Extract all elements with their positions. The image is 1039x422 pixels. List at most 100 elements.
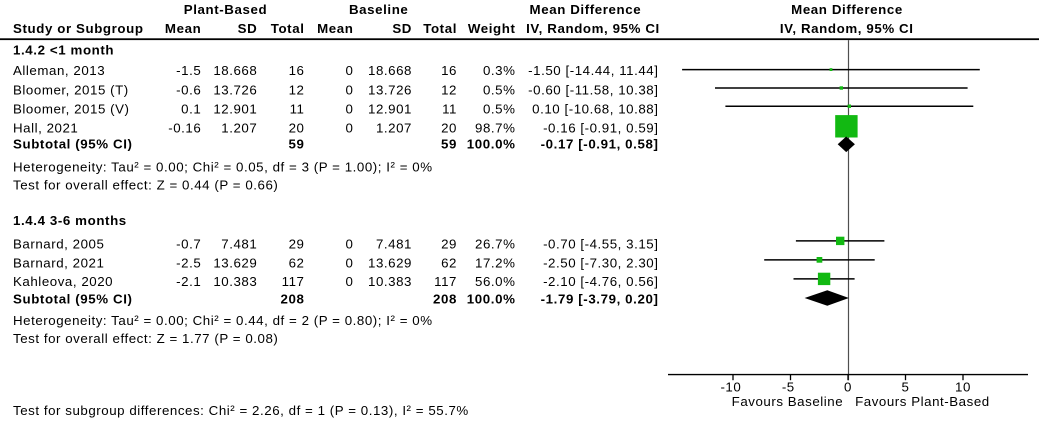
svg-text:Favours Baseline: Favours Baseline: [732, 394, 844, 409]
svg-text:Barnard, 2021: Barnard, 2021: [13, 255, 104, 270]
svg-text:Test for overall effect: Z = 0: Test for overall effect: Z = 0.44 (P = 0…: [13, 177, 278, 192]
svg-text:SD: SD: [238, 21, 258, 36]
svg-text:10.383: 10.383: [213, 274, 257, 289]
svg-text:Bloomer, 2015 (V): Bloomer, 2015 (V): [13, 102, 130, 117]
svg-text:18.668: 18.668: [213, 63, 257, 78]
svg-text:Study or Subgroup: Study or Subgroup: [13, 21, 144, 36]
svg-text:26.7%: 26.7%: [475, 237, 515, 252]
svg-text:11: 11: [290, 102, 305, 117]
svg-text:59: 59: [441, 136, 457, 151]
svg-text:Heterogeneity: Tau² = 0.00; Ch: Heterogeneity: Tau² = 0.00; Chi² = 0.44,…: [13, 313, 433, 328]
svg-text:Total: Total: [423, 21, 457, 36]
svg-text:0: 0: [346, 255, 354, 270]
svg-text:13.726: 13.726: [213, 83, 257, 98]
svg-text:0.10 [-10.68, 10.88]: 0.10 [-10.68, 10.88]: [532, 102, 658, 117]
svg-text:1.4.2 <1 month: 1.4.2 <1 month: [13, 43, 114, 58]
svg-text:56.0%: 56.0%: [475, 274, 515, 289]
svg-text:SD: SD: [392, 21, 412, 36]
svg-text:98.7%: 98.7%: [475, 120, 515, 135]
svg-text:20: 20: [289, 120, 305, 135]
svg-text:29: 29: [441, 237, 457, 252]
svg-text:-1.79 [-3.79, 0.20]: -1.79 [-3.79, 0.20]: [541, 291, 659, 306]
svg-text:1.207: 1.207: [376, 120, 412, 135]
svg-text:-2.50 [-7.30, 2.30]: -2.50 [-7.30, 2.30]: [543, 255, 658, 270]
svg-text:0.5%: 0.5%: [483, 83, 516, 98]
svg-text:Subtotal (95% CI): Subtotal (95% CI): [13, 291, 133, 306]
svg-text:-1.50 [-14.44, 11.44]: -1.50 [-14.44, 11.44]: [528, 63, 658, 78]
svg-text:-0.17 [-0.91, 0.58]: -0.17 [-0.91, 0.58]: [541, 136, 659, 151]
svg-text:Weight: Weight: [468, 21, 516, 36]
svg-text:10.383: 10.383: [368, 274, 412, 289]
svg-text:-0.16 [-0.91, 0.59]: -0.16 [-0.91, 0.59]: [543, 120, 658, 135]
svg-text:12.901: 12.901: [368, 102, 412, 117]
svg-text:0: 0: [346, 237, 354, 252]
svg-text:0: 0: [844, 379, 852, 394]
svg-text:Test for overall effect: Z = 1: Test for overall effect: Z = 1.77 (P = 0…: [13, 331, 278, 346]
svg-text:Subtotal (95% CI): Subtotal (95% CI): [13, 136, 133, 151]
svg-text:-5: -5: [782, 379, 795, 394]
svg-text:208: 208: [433, 291, 457, 306]
svg-text:0: 0: [346, 274, 354, 289]
svg-text:-0.70 [-4.55, 3.15]: -0.70 [-4.55, 3.15]: [543, 237, 658, 252]
svg-text:13.726: 13.726: [368, 83, 412, 98]
svg-text:-0.6: -0.6: [176, 83, 201, 98]
svg-text:5: 5: [902, 379, 910, 394]
svg-text:-0.60 [-11.58, 10.38]: -0.60 [-11.58, 10.38]: [528, 83, 658, 98]
svg-text:16: 16: [441, 63, 457, 78]
svg-text:Mean Difference: Mean Difference: [791, 2, 903, 17]
svg-text:100.0%: 100.0%: [467, 136, 516, 151]
svg-text:0.3%: 0.3%: [483, 63, 516, 78]
svg-text:100.0%: 100.0%: [467, 291, 516, 306]
svg-text:117: 117: [282, 274, 305, 289]
svg-text:7.481: 7.481: [376, 237, 412, 252]
svg-text:29: 29: [289, 237, 305, 252]
svg-text:-2.5: -2.5: [176, 255, 201, 270]
svg-text:-2.1: -2.1: [176, 274, 201, 289]
svg-text:Kahleova, 2020: Kahleova, 2020: [13, 274, 113, 289]
svg-text:IV, Random, 95% CI: IV, Random, 95% CI: [526, 21, 660, 36]
svg-text:0: 0: [346, 102, 354, 117]
svg-text:Plant-Based: Plant-Based: [184, 2, 267, 17]
svg-text:Mean: Mean: [317, 21, 353, 36]
svg-text:62: 62: [441, 255, 457, 270]
svg-text:-2.10 [-4.76, 0.56]: -2.10 [-4.76, 0.56]: [543, 274, 658, 289]
svg-text:-0.7: -0.7: [176, 237, 201, 252]
svg-text:17.2%: 17.2%: [475, 255, 515, 270]
svg-text:Barnard, 2005: Barnard, 2005: [13, 237, 104, 252]
svg-text:16: 16: [289, 63, 305, 78]
svg-text:13.629: 13.629: [213, 255, 257, 270]
svg-text:208: 208: [281, 291, 305, 306]
svg-text:-10: -10: [720, 379, 741, 394]
svg-text:-1.5: -1.5: [176, 63, 201, 78]
svg-text:0: 0: [346, 63, 354, 78]
svg-text:Baseline: Baseline: [349, 2, 409, 17]
svg-text:0.1: 0.1: [181, 102, 201, 117]
svg-text:Alleman, 2013: Alleman, 2013: [13, 63, 105, 78]
svg-text:Mean Difference: Mean Difference: [530, 2, 642, 17]
svg-text:59: 59: [289, 136, 305, 151]
svg-text:0.5%: 0.5%: [483, 102, 516, 117]
svg-text:Test for subgroup differences:: Test for subgroup differences: Chi² = 2.…: [13, 403, 469, 418]
svg-text:11: 11: [442, 102, 457, 117]
svg-text:12: 12: [289, 83, 305, 98]
svg-text:0: 0: [346, 83, 354, 98]
svg-text:Mean: Mean: [165, 21, 201, 36]
svg-text:20: 20: [441, 120, 457, 135]
svg-text:0: 0: [346, 120, 354, 135]
svg-text:62: 62: [289, 255, 305, 270]
svg-text:Hall, 2021: Hall, 2021: [13, 120, 78, 135]
svg-text:Total: Total: [271, 21, 305, 36]
svg-text:Heterogeneity: Tau² = 0.00; Ch: Heterogeneity: Tau² = 0.00; Chi² = 0.05,…: [13, 159, 433, 174]
svg-text:IV, Random, 95% CI: IV, Random, 95% CI: [780, 21, 914, 36]
svg-text:12.901: 12.901: [213, 102, 257, 117]
svg-text:-0.16: -0.16: [168, 120, 201, 135]
svg-text:Bloomer, 2015 (T): Bloomer, 2015 (T): [13, 83, 129, 98]
svg-text:10: 10: [955, 379, 971, 394]
svg-text:12: 12: [441, 83, 457, 98]
svg-text:1.4.4 3-6 months: 1.4.4 3-6 months: [13, 213, 127, 228]
svg-text:117: 117: [434, 274, 457, 289]
svg-text:18.668: 18.668: [368, 63, 412, 78]
svg-text:7.481: 7.481: [221, 237, 257, 252]
svg-text:Favours Plant-Based: Favours Plant-Based: [855, 394, 990, 409]
svg-text:13.629: 13.629: [368, 255, 412, 270]
